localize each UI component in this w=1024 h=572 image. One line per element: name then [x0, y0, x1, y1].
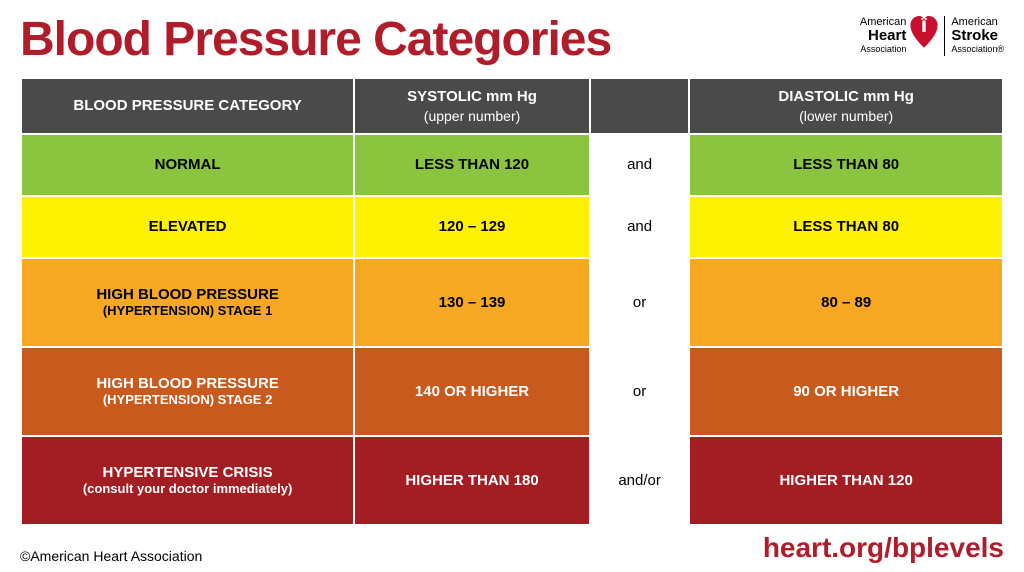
asa-logo-text: American Stroke Association® — [951, 16, 1004, 54]
copyright-text: ©American Heart Association — [20, 548, 202, 564]
table-body: NORMALLESS THAN 120andLESS THAN 80ELEVAT… — [22, 135, 1002, 524]
cell-systolic: 140 OR HIGHER — [355, 348, 589, 435]
cell-systolic: HIGHER THAN 180 — [355, 437, 589, 524]
footer-url: heart.org/bplevels — [763, 532, 1004, 564]
cell-diastolic: LESS THAN 80 — [690, 135, 1002, 195]
cell-category: HIGH BLOOD PRESSURE(HYPERTENSION) STAGE … — [22, 259, 353, 346]
cell-conjunction: or — [591, 348, 688, 435]
cell-category: ELEVATED — [22, 197, 353, 257]
logo-divider — [944, 16, 945, 56]
cell-conjunction: and — [591, 135, 688, 195]
cell-systolic: 130 – 139 — [355, 259, 589, 346]
heart-torch-icon — [910, 16, 938, 55]
header-category: BLOOD PRESSURE CATEGORY — [22, 79, 353, 133]
table-row: HIGH BLOOD PRESSURE(HYPERTENSION) STAGE … — [22, 348, 1002, 435]
logo-group: American Heart Association American Stro… — [860, 12, 1004, 56]
footer: ©American Heart Association heart.org/bp… — [20, 532, 1004, 564]
cell-diastolic: LESS THAN 80 — [690, 197, 1002, 257]
cell-diastolic: 80 – 89 — [690, 259, 1002, 346]
cell-systolic: 120 – 129 — [355, 197, 589, 257]
aha-logo-text: American Heart Association — [860, 16, 906, 54]
bp-categories-table: BLOOD PRESSURE CATEGORY SYSTOLIC mm Hg (… — [20, 77, 1004, 526]
cell-category: NORMAL — [22, 135, 353, 195]
header: Blood Pressure Categories American Heart… — [20, 12, 1004, 67]
header-systolic: SYSTOLIC mm Hg (upper number) — [355, 79, 589, 133]
cell-diastolic: HIGHER THAN 120 — [690, 437, 1002, 524]
table-row: HYPERTENSIVE CRISIS(consult your doctor … — [22, 437, 1002, 524]
cell-conjunction: and — [591, 197, 688, 257]
table-row: ELEVATED120 – 129andLESS THAN 80 — [22, 197, 1002, 257]
table-row: HIGH BLOOD PRESSURE(HYPERTENSION) STAGE … — [22, 259, 1002, 346]
cell-category: HIGH BLOOD PRESSURE(HYPERTENSION) STAGE … — [22, 348, 353, 435]
cell-conjunction: or — [591, 259, 688, 346]
cell-systolic: LESS THAN 120 — [355, 135, 589, 195]
header-diastolic: DIASTOLIC mm Hg (lower number) — [690, 79, 1002, 133]
header-conjunction — [591, 79, 688, 133]
table-row: NORMALLESS THAN 120andLESS THAN 80 — [22, 135, 1002, 195]
page-title: Blood Pressure Categories — [20, 12, 611, 67]
asa-logo: American Stroke Association® — [951, 16, 1004, 54]
cell-conjunction: and/or — [591, 437, 688, 524]
cell-category: HYPERTENSIVE CRISIS(consult your doctor … — [22, 437, 353, 524]
aha-logo: American Heart Association — [860, 16, 938, 55]
cell-diastolic: 90 OR HIGHER — [690, 348, 1002, 435]
table-header-row: BLOOD PRESSURE CATEGORY SYSTOLIC mm Hg (… — [22, 79, 1002, 133]
